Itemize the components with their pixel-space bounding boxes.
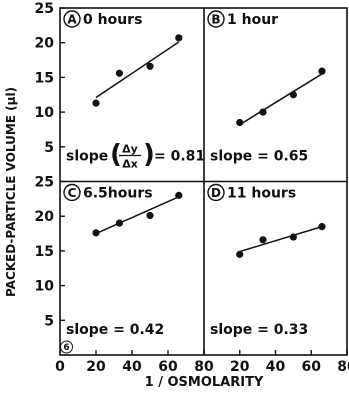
x-tick-label: 60 (302, 359, 322, 375)
slope-text: slope = 0.65 (210, 149, 308, 165)
fit-line (95, 41, 180, 99)
y-tick-label: 25 (35, 175, 54, 191)
axis-ticks: 25 20 15 10 5 25 20 15 10 5 0 20 40 60 80 20 40 60 80 (35, 1, 349, 375)
fit-line (239, 225, 323, 253)
slope-numerator: Δy (122, 143, 138, 156)
panel-frame (59, 7, 348, 356)
panel-letter-circle (63, 10, 81, 28)
panel-title: 11 hours (227, 186, 296, 202)
panel-d: D 11 hours slope = 0.33 (207, 183, 326, 338)
slope-denominator: Δx (122, 158, 138, 171)
data-point (146, 211, 154, 220)
panel-letter: C (68, 186, 77, 200)
slope-text: slope = 0.33 (210, 322, 308, 338)
data-point (318, 67, 326, 75)
fit-line (239, 73, 323, 126)
y-tick-label: 20 (35, 209, 55, 225)
slope-paren-right: ) (143, 140, 155, 170)
data-point (259, 236, 267, 244)
panel-letter-circle (63, 183, 81, 202)
x-tick-label: 80 (337, 359, 349, 375)
y-tick-label: 5 (44, 140, 54, 156)
panel-letter: D (211, 186, 221, 200)
fit-line (95, 196, 180, 235)
y-tick-label: 15 (35, 244, 54, 260)
y-tick-label: 10 (35, 279, 55, 295)
data-point (92, 99, 100, 107)
data-point (175, 191, 183, 199)
data-point (92, 229, 100, 237)
data-point (318, 223, 326, 231)
data-point (236, 118, 244, 127)
y-axis-label: PACKED-PARTICLE VOLUME (µl) (4, 87, 18, 297)
data-point (175, 34, 183, 42)
slope-text: slope = 0.42 (66, 322, 164, 338)
panel-letter-circle (207, 183, 225, 202)
panel-letter: B (211, 13, 220, 27)
panel-letter-circle (207, 10, 225, 28)
data-point (236, 250, 244, 258)
data-point (115, 69, 123, 77)
x-tick-label: 80 (194, 359, 214, 375)
slope-text: slope (66, 149, 108, 165)
panel-title: 0 hours (83, 12, 142, 28)
x-tick-label: 0 (55, 359, 65, 375)
panel-title: 6.5hours (83, 186, 153, 202)
y-tick-label: 15 (35, 70, 54, 86)
y-tick-label: 10 (35, 105, 55, 121)
data-point (259, 108, 267, 116)
panel-letter: A (67, 13, 77, 27)
slope-paren-left: ( (110, 140, 122, 170)
y-tick-label: 20 (35, 36, 55, 52)
slope-value: = 0.81 (154, 149, 205, 165)
panel-title: 1 hour (227, 12, 278, 28)
x-tick-label: 40 (122, 359, 142, 375)
data-point (115, 219, 123, 227)
y-tick-label: 5 (44, 313, 54, 329)
data-point (289, 233, 297, 241)
panel-b: B 1 hour slope = 0.65 (207, 10, 326, 165)
panel-a: A 0 hours slope(Δy Δx) = 0.81 (63, 10, 205, 171)
x-tick-label: 20 (230, 359, 250, 375)
x-tick-label: 20 (86, 359, 106, 375)
corner-mark: 6 (63, 343, 69, 353)
panels: A 0 hours slope(Δy Δx) = 0.81 B 1 hour slope = … (63, 10, 326, 338)
y-tick-label: 25 (35, 1, 54, 17)
x-axis-label: 1 / OSMOLARITY (145, 375, 264, 390)
x-tick-label: 40 (266, 359, 286, 375)
data-point (146, 62, 154, 70)
corner-mark-circle (60, 340, 73, 354)
data-point (289, 91, 297, 99)
x-tick-label: 60 (158, 359, 178, 375)
panel-c: C 6.5hours slope = 0.42 (63, 183, 183, 338)
